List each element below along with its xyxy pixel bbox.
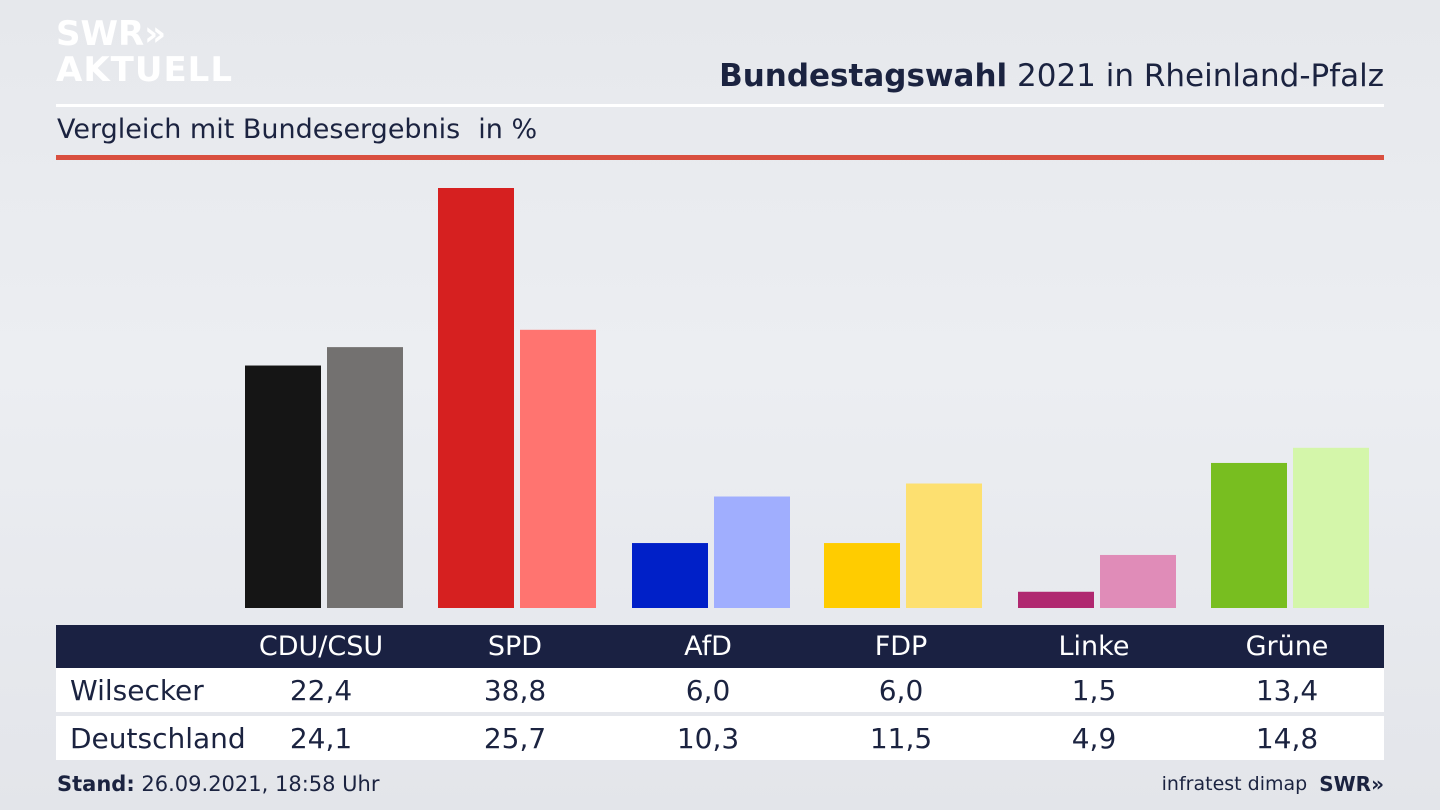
stand-value: 26.09.2021, 18:58 Uhr (134, 772, 380, 796)
bar-deutschland-afd (714, 496, 790, 608)
bar-wilsecker-cdu-csu (245, 365, 321, 608)
swr-aktuell-logo: SWR» AKTUELL (56, 16, 233, 88)
table-header-party: FDP (874, 631, 928, 662)
table-cell-value: 14,8 (1255, 721, 1319, 755)
bar-deutschland-gr-ne (1293, 447, 1369, 608)
bar-wilsecker-gr-ne (1211, 462, 1287, 608)
chart-title-bold: Bundestagswahl (719, 58, 1008, 94)
logo-line-2: AKTUELL (56, 50, 234, 90)
subtitle-text: Vergleich mit Bundesergebnis (57, 114, 461, 145)
bar-deutschland-spd (520, 329, 596, 608)
results-table: CDU/CSU SPD AfD FDP Linke Grüne Wilsecker 22,… (56, 625, 1384, 760)
row-label: Deutschland (70, 721, 246, 755)
chart-title: Bundestagswahl 2021 in Rheinland-Pfalz (719, 58, 1384, 94)
bar-deutschland-fdp (906, 483, 982, 608)
footer-swr-logo: SWR» (1319, 772, 1384, 796)
table-cell-value: 24,1 (289, 721, 353, 755)
bar-wilsecker-spd (438, 188, 514, 608)
table-row-deutschland: Deutschland 24,1 25,7 10,3 11,5 4,9 14,8 (56, 716, 1384, 760)
table-cell-value: 11,5 (869, 721, 933, 755)
bar-deutschland-linke (1100, 554, 1176, 608)
table-cell-value: 13,4 (1255, 673, 1319, 707)
bar-deutschland-cdu-csu (327, 347, 403, 608)
title-divider (56, 104, 1384, 107)
table-header-party: CDU/CSU (258, 631, 384, 662)
table-cell-value: 6,0 (878, 673, 924, 707)
table-header-party: Grüne (1245, 631, 1329, 662)
row-label: Wilsecker (70, 673, 204, 707)
bar-wilsecker-fdp (824, 543, 900, 608)
table-cell-value: 10,3 (676, 721, 740, 755)
table-header-row: CDU/CSU SPD AfD FDP Linke Grüne (56, 625, 1384, 668)
logo-line-1: SWR» (56, 14, 167, 54)
timestamp: Stand: 26.09.2021, 18:58 Uhr (57, 772, 380, 796)
bar-chart (245, 188, 1369, 608)
table-header-party: Linke (1058, 631, 1130, 662)
table-header-party: SPD (487, 631, 543, 662)
source-credit: infratest dimap SWR» (1162, 772, 1384, 796)
bar-wilsecker-afd (632, 543, 708, 608)
table-header-party: AfD (684, 631, 732, 662)
chart-subtitle: Vergleich mit Bundesergebnis in % (57, 114, 537, 145)
subtitle-unit: in % (478, 114, 538, 145)
table-cell-value: 4,9 (1071, 721, 1117, 755)
table-cell-value: 25,7 (483, 721, 547, 755)
table-cell-value: 38,8 (483, 673, 547, 707)
bar-wilsecker-linke (1018, 591, 1094, 608)
accent-divider (56, 155, 1384, 160)
table-cell-value: 6,0 (685, 673, 731, 707)
table-row-wilsecker: Wilsecker 22,4 38,8 6,0 6,0 1,5 13,4 (56, 668, 1384, 712)
source-text: infratest dimap (1161, 773, 1308, 795)
table-cell-value: 1,5 (1071, 673, 1117, 707)
chart-title-rest: 2021 in Rheinland-Pfalz (1007, 58, 1384, 94)
stand-label: Stand: (57, 772, 135, 796)
table-cell-value: 22,4 (289, 673, 353, 707)
